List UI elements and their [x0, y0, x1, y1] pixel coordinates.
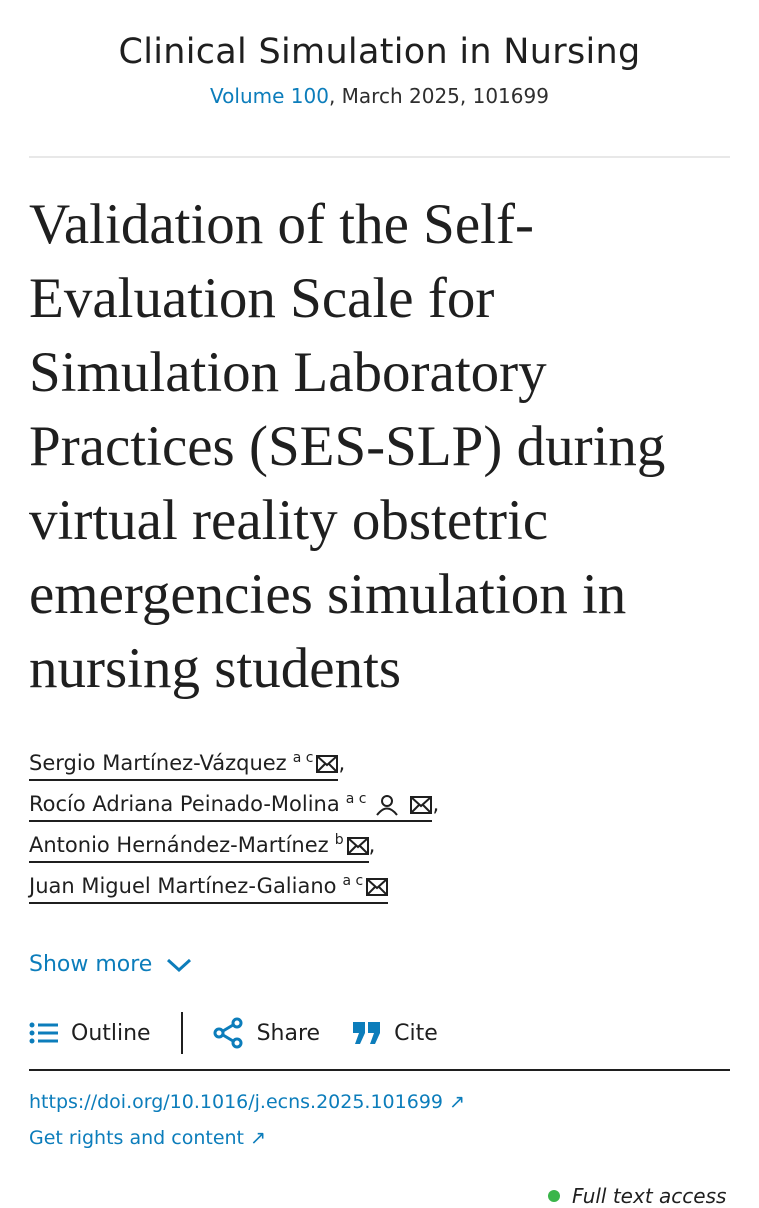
volume-link[interactable]: Volume 100 [210, 84, 329, 108]
chevron-down-icon [167, 958, 192, 972]
separator: , [338, 751, 346, 775]
journal-header: Clinical Simulation in Nursing Volume 10… [0, 0, 759, 108]
share-label: Share [256, 1020, 321, 1046]
list-icon [29, 1022, 58, 1044]
cite-button[interactable]: Cite [352, 1021, 438, 1046]
email-icon [366, 878, 389, 896]
affiliation: a c [345, 791, 367, 807]
article-links: https://doi.org/10.1016/j.ecns.2025.1016… [29, 1091, 730, 1149]
journal-name[interactable]: Clinical Simulation in Nursing [118, 32, 641, 72]
affiliation: a c [292, 750, 314, 766]
email-icon [410, 796, 433, 814]
affiliation: a c [342, 873, 364, 889]
issue-info: Volume 100, March 2025, 101699 [0, 84, 759, 108]
author-name: Antonio Hernández-Martínez [29, 833, 329, 857]
author-link[interactable]: Antonio Hernández-Martínez b [29, 832, 369, 863]
show-more-label: Show more [29, 952, 153, 977]
show-more-button[interactable]: Show more [29, 952, 730, 977]
article-title: Validation of the Self-Evaluation Scale … [29, 193, 666, 700]
outline-label: Outline [71, 1020, 151, 1046]
author-name: Sergio Martínez-Vázquez [29, 751, 287, 775]
author-name: Rocío Adriana Peinado-Molina [29, 792, 340, 816]
outline-button[interactable]: Outline [29, 1021, 151, 1046]
separator: , [368, 833, 376, 857]
access-badge: Full text access [548, 1184, 726, 1208]
access-dot-icon [548, 1190, 560, 1202]
rights-link[interactable]: Get rights and content ↗ [29, 1127, 266, 1149]
author-list: Sergio Martínez-Vázquez a c, Rocío Adrian… [29, 750, 730, 914]
author-link[interactable]: Rocío Adriana Peinado-Molina a c [29, 791, 433, 822]
access-label: Full text access [572, 1184, 727, 1208]
affiliation: b [334, 832, 344, 848]
doi-link[interactable]: https://doi.org/10.1016/j.ecns.2025.1016… [29, 1091, 465, 1113]
email-icon [346, 837, 369, 855]
author-name: Juan Miguel Martínez-Galiano [29, 874, 337, 898]
email-icon [316, 755, 339, 773]
share-icon [213, 1017, 243, 1049]
issue-details: , March 2025, 101699 [328, 84, 549, 108]
divider [29, 156, 730, 158]
toolbar-divider [180, 1012, 183, 1054]
author-link[interactable]: Juan Miguel Martínez-Galiano a c [29, 873, 389, 904]
separator: , [432, 792, 440, 816]
share-button[interactable]: Share [213, 1017, 321, 1049]
author-link[interactable]: Sergio Martínez-Vázquez a c [29, 750, 339, 781]
cite-label: Cite [394, 1020, 438, 1046]
person-icon [376, 795, 399, 816]
quote-icon [353, 1022, 381, 1044]
article-toolbar: Outline Share Cite [29, 1011, 730, 1071]
